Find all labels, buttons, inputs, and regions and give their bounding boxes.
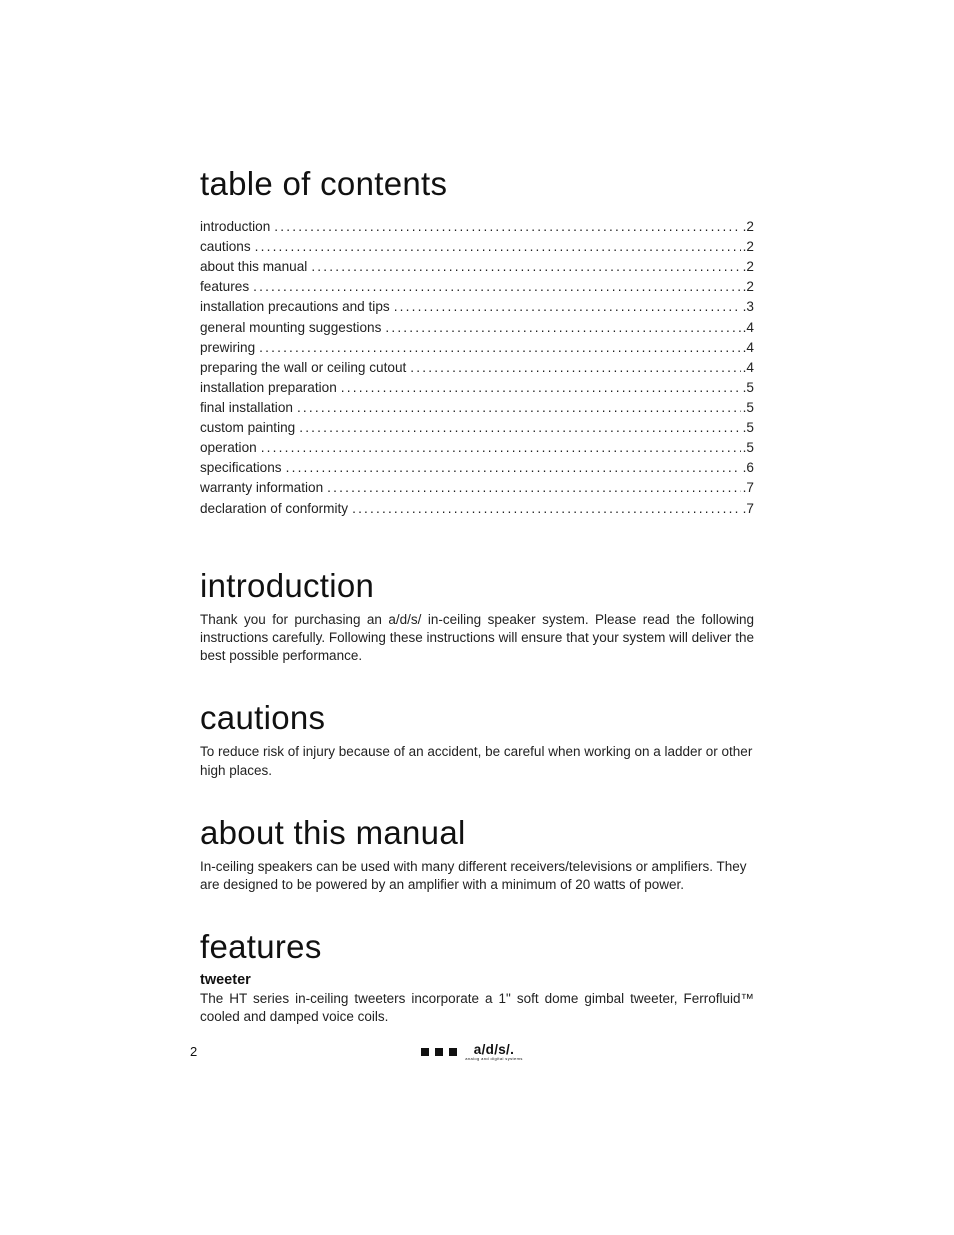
square-icon xyxy=(449,1048,457,1056)
toc-page: .4 xyxy=(741,358,754,378)
toc-label: installation precautions and tips xyxy=(200,297,394,317)
introduction-body: Thank you for purchasing an a/d/s/ in-ce… xyxy=(200,611,754,666)
toc-row: general mounting suggestions ...........… xyxy=(200,318,754,338)
toc-row: preparing the wall or ceiling cutout ...… xyxy=(200,358,754,378)
toc-dots: ........................................… xyxy=(255,237,741,257)
toc-page: .3 xyxy=(741,297,754,317)
toc-label: final installation xyxy=(200,398,297,418)
table-of-contents: introduction ...........................… xyxy=(200,217,754,519)
toc-label: warranty information xyxy=(200,478,327,498)
toc-label: custom painting xyxy=(200,418,299,438)
brand-subtext: analog and digital systems xyxy=(465,1056,523,1061)
toc-label: operation xyxy=(200,438,261,458)
about-heading: about this manual xyxy=(200,814,754,852)
toc-row: installation preparation ...............… xyxy=(200,378,754,398)
toc-label: prewiring xyxy=(200,338,259,358)
toc-dots: ........................................… xyxy=(274,217,740,237)
cautions-body: To reduce risk of injury because of an a… xyxy=(200,743,754,779)
toc-row: cautions ...............................… xyxy=(200,237,754,257)
toc-row: custom painting ........................… xyxy=(200,418,754,438)
toc-label: cautions xyxy=(200,237,255,257)
toc-row: specifications .........................… xyxy=(200,458,754,478)
toc-row: declaration of conformity ..............… xyxy=(200,499,754,519)
introduction-heading: introduction xyxy=(200,567,754,605)
toc-row: installation precautions and tips ......… xyxy=(200,297,754,317)
brand-text: a/d/s/. xyxy=(474,1042,514,1057)
toc-dots: ........................................… xyxy=(311,257,740,277)
features-heading: features xyxy=(200,928,754,966)
toc-dots: ........................................… xyxy=(286,458,741,478)
toc-dots: ........................................… xyxy=(261,438,741,458)
toc-row: features ...............................… xyxy=(200,277,754,297)
toc-label: general mounting suggestions xyxy=(200,318,385,338)
toc-dots: ........................................… xyxy=(385,318,740,338)
toc-heading: table of contents xyxy=(200,165,754,203)
toc-page: .5 xyxy=(741,418,754,438)
toc-dots: ........................................… xyxy=(394,297,741,317)
toc-label: specifications xyxy=(200,458,286,478)
cautions-heading: cautions xyxy=(200,699,754,737)
toc-dots: ........................................… xyxy=(297,398,741,418)
toc-page: .4 xyxy=(741,338,754,358)
toc-page: .7 xyxy=(741,478,754,498)
toc-dots: ........................................… xyxy=(253,277,741,297)
features-body: The HT series in-ceiling tweeters incorp… xyxy=(200,990,754,1026)
toc-row: about this manual ......................… xyxy=(200,257,754,277)
toc-page: .4 xyxy=(741,318,754,338)
toc-label: installation preparation xyxy=(200,378,341,398)
brand-logo: a/d/s/. analog and digital systems xyxy=(230,1042,714,1061)
toc-dots: ........................................… xyxy=(259,338,741,358)
toc-dots: ........................................… xyxy=(410,358,740,378)
toc-row: operation ..............................… xyxy=(200,438,754,458)
toc-dots: ........................................… xyxy=(299,418,740,438)
page-number: 2 xyxy=(190,1044,230,1059)
page-footer: 2 a/d/s/. analog and digital systems xyxy=(190,1042,754,1061)
toc-page: .6 xyxy=(741,458,754,478)
toc-dots: ........................................… xyxy=(327,478,741,498)
toc-row: prewiring ..............................… xyxy=(200,338,754,358)
square-icon xyxy=(435,1048,443,1056)
features-subheading: tweeter xyxy=(200,972,754,988)
toc-page: .5 xyxy=(741,398,754,418)
toc-dots: ........................................… xyxy=(352,499,741,519)
about-body: In-ceiling speakers can be used with man… xyxy=(200,858,754,894)
square-icon xyxy=(421,1048,429,1056)
toc-label: declaration of conformity xyxy=(200,499,352,519)
toc-label: features xyxy=(200,277,253,297)
toc-page: .2 xyxy=(741,277,754,297)
toc-page: .5 xyxy=(741,438,754,458)
toc-row: warranty information ...................… xyxy=(200,478,754,498)
toc-label: about this manual xyxy=(200,257,311,277)
toc-row: introduction ...........................… xyxy=(200,217,754,237)
toc-page: .5 xyxy=(741,378,754,398)
toc-page: .2 xyxy=(741,257,754,277)
toc-page: .7 xyxy=(741,499,754,519)
toc-page: .2 xyxy=(741,237,754,257)
document-page: table of contents introduction .........… xyxy=(0,0,954,1235)
toc-label: introduction xyxy=(200,217,274,237)
toc-page: .2 xyxy=(741,217,754,237)
toc-row: final installation .....................… xyxy=(200,398,754,418)
toc-label: preparing the wall or ceiling cutout xyxy=(200,358,410,378)
toc-dots: ........................................… xyxy=(341,378,741,398)
